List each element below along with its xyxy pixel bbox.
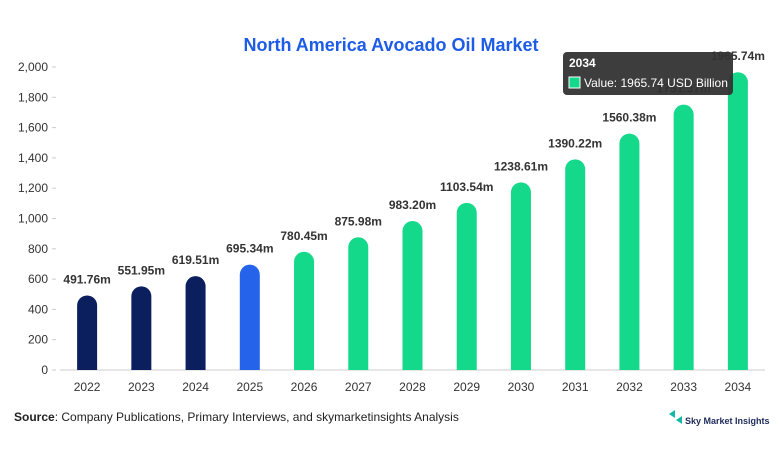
x-tick-label: 2033 <box>670 380 697 394</box>
bar <box>185 276 206 370</box>
x-tick-label: 2025 <box>236 380 263 394</box>
value-label: 491.76m <box>63 272 110 286</box>
value-label: 1238.61m <box>494 159 548 173</box>
y-tick-label: 0 <box>41 363 48 377</box>
y-tick-label: 2,000 <box>18 60 48 74</box>
x-tick-label: 2030 <box>508 380 535 394</box>
x-tick-label: 2026 <box>291 380 318 394</box>
x-tick-label: 2024 <box>182 380 209 394</box>
x-tick-label: 2027 <box>345 380 372 394</box>
bar <box>131 286 152 370</box>
value-label: 780.45m <box>280 229 327 243</box>
bar <box>77 295 98 370</box>
x-tick-label: 2028 <box>399 380 426 394</box>
value-label: 983.20m <box>389 198 436 212</box>
source-label: Source <box>14 410 55 424</box>
tooltip-text: Value: 1965.74 USD Billion <box>584 76 728 90</box>
tooltip-title: 2034 <box>569 56 596 70</box>
y-tick-label: 200 <box>28 333 48 347</box>
value-label: 1390.22m <box>548 136 602 150</box>
bar <box>510 182 531 370</box>
bar <box>402 221 423 370</box>
x-tick-label: 2031 <box>562 380 589 394</box>
value-label: 1560.38m <box>602 111 656 125</box>
value-label: 551.95m <box>118 263 165 277</box>
value-label: 695.34m <box>226 242 273 256</box>
tooltip-box <box>563 52 733 95</box>
source: Source: Company Publications, Primary In… <box>14 410 459 424</box>
x-tick-label: 2023 <box>128 380 155 394</box>
value-label: 619.51m <box>172 253 219 267</box>
brand-name: Sky Market Insights <box>685 416 770 426</box>
y-tick-label: 1,800 <box>18 90 48 104</box>
y-tick-label: 600 <box>28 272 48 286</box>
bar <box>565 159 586 370</box>
tooltip-swatch <box>568 76 581 89</box>
y-tick-label: 1,400 <box>18 151 48 165</box>
value-label: 1103.54m <box>440 180 493 194</box>
x-tick-label: 2029 <box>453 380 480 394</box>
brand-logo: Sky Market Insights <box>669 410 770 426</box>
bar <box>239 264 260 370</box>
y-tick-label: 1,000 <box>18 212 48 226</box>
y-tick-label: 1,200 <box>18 181 48 195</box>
chart-title: North America Avocado Oil Market <box>243 35 538 55</box>
x-tick-label: 2032 <box>616 380 643 394</box>
logo-icon <box>669 410 682 424</box>
bar <box>727 72 748 370</box>
bar <box>348 237 369 370</box>
bar <box>456 202 477 370</box>
value-label: 875.98m <box>335 214 382 228</box>
y-tick-label: 400 <box>28 302 48 316</box>
bar <box>619 133 640 370</box>
x-tick-label: 2034 <box>725 380 752 394</box>
y-tick-label: 1,600 <box>18 121 48 135</box>
bar <box>673 104 694 370</box>
x-tick-label: 2022 <box>74 380 101 394</box>
tooltip: 2034 Value: 1965.74 USD Billion <box>563 52 733 95</box>
bar <box>294 251 315 370</box>
y-tick-label: 800 <box>28 242 48 256</box>
source-text: : Company Publications, Primary Intervie… <box>55 410 459 424</box>
